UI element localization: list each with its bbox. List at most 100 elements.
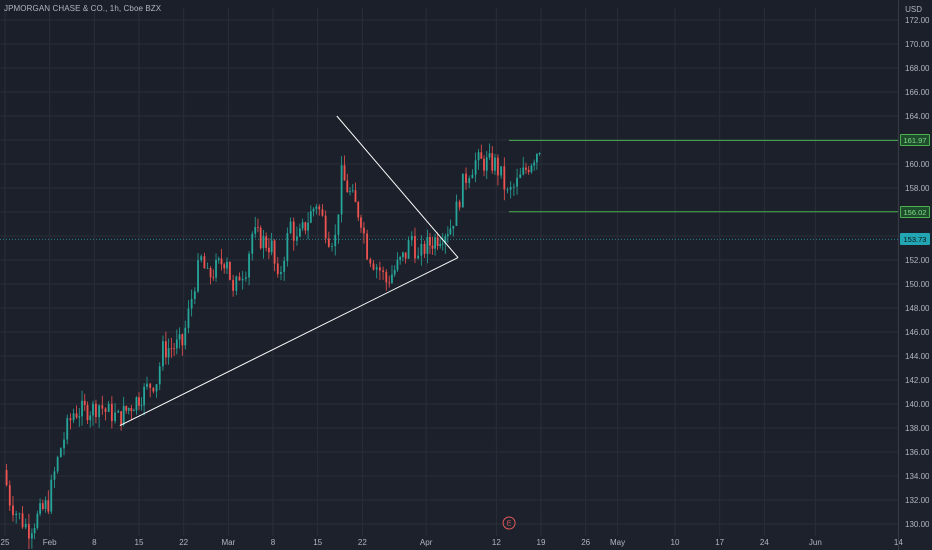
candle-body — [170, 348, 173, 350]
candle-body — [120, 411, 123, 425]
candle-body — [24, 523, 27, 528]
x-tick-label: Jun — [809, 538, 822, 547]
candle-body — [441, 243, 444, 245]
candle-body — [363, 227, 365, 234]
candle-body — [167, 348, 170, 358]
candle-body — [535, 154, 538, 163]
x-tick-label: 24 — [760, 538, 769, 547]
candle-body — [382, 270, 384, 272]
candle-body — [56, 457, 59, 472]
candle-body — [18, 513, 21, 515]
symbol-title: JPMORGAN CHASE & CO., 1h, Cboe BZX — [4, 4, 162, 13]
candle-body — [178, 334, 181, 340]
candle-body — [104, 408, 107, 412]
candle-body — [318, 206, 321, 210]
candle-body — [372, 263, 375, 270]
candle-body — [414, 236, 416, 259]
candle-body — [388, 282, 391, 284]
candle-body — [59, 448, 62, 458]
candle-body — [254, 227, 257, 234]
candle-body — [429, 237, 431, 246]
x-tick-label: Feb — [43, 538, 57, 547]
x-tick-label: Apr — [420, 538, 433, 547]
x-tick-label: May — [610, 538, 625, 547]
earnings-marker — [502, 516, 516, 530]
candle-body — [146, 383, 148, 387]
candle-body — [485, 157, 488, 171]
candle-body — [298, 228, 301, 237]
candle-body — [309, 211, 312, 223]
y-tick-label: 148.00 — [905, 304, 930, 313]
y-tick-label: 150.00 — [905, 280, 930, 289]
candle-body — [251, 233, 254, 254]
candle-body — [238, 276, 241, 281]
candle-body — [337, 214, 340, 235]
candle-body — [101, 405, 104, 409]
triangle-upper-trendline — [336, 115, 459, 258]
y-tick-label: 172.00 — [905, 16, 930, 25]
candle-body — [519, 174, 522, 178]
candle-body — [39, 503, 41, 514]
candle-body — [312, 208, 315, 212]
candle-body — [107, 403, 110, 412]
candle-body — [267, 247, 270, 253]
y-tick-label: 136.00 — [905, 448, 930, 457]
candle-body — [173, 348, 175, 350]
earnings-marker-label: E — [507, 521, 512, 528]
x-tick-label: 25 — [1, 538, 10, 547]
candle-body — [461, 173, 464, 208]
candle-body — [235, 276, 238, 291]
candle-body — [143, 386, 146, 406]
candle-body — [149, 383, 152, 388]
candle-body — [399, 256, 402, 260]
candle-body — [455, 201, 458, 226]
x-tick-label: 22 — [179, 538, 188, 547]
candle-body — [81, 400, 83, 417]
candle-body — [53, 471, 56, 480]
candle-body — [393, 269, 396, 275]
candle-body — [155, 384, 158, 392]
candle-body — [193, 291, 196, 300]
candle-body — [152, 387, 155, 392]
candle-body — [44, 500, 47, 509]
candle-body — [327, 238, 330, 247]
candle-body — [265, 236, 268, 248]
candle-body — [223, 264, 226, 269]
candle-body — [114, 412, 116, 422]
candle-body — [175, 339, 178, 349]
candle-body — [407, 240, 410, 259]
candle-body — [301, 222, 304, 229]
candle-body — [483, 158, 485, 171]
y-tick-label: 170.00 — [905, 40, 930, 49]
candle-body — [452, 225, 455, 229]
candle-body — [426, 237, 429, 254]
candle-body — [75, 413, 78, 418]
candle-body — [248, 253, 250, 278]
candle-body — [533, 162, 536, 166]
candle-body — [5, 470, 8, 486]
candle-body — [351, 190, 354, 192]
candle-body — [200, 256, 203, 261]
currency-label: USD — [905, 5, 922, 14]
x-tick-label: 12 — [492, 538, 501, 547]
candle-body — [480, 152, 483, 159]
candle-body — [357, 202, 360, 218]
y-tick-label: 134.00 — [905, 472, 930, 481]
candle-body — [212, 277, 215, 279]
x-tick-label: 17 — [715, 538, 724, 547]
candle-body — [289, 221, 292, 234]
candle-body — [33, 527, 36, 534]
candle-body — [530, 165, 533, 173]
candle-body — [140, 405, 143, 407]
candle-body — [92, 403, 94, 416]
candle-body — [280, 271, 282, 275]
candle-body — [130, 408, 133, 412]
candle-body — [446, 234, 449, 237]
x-tick-label: 8 — [92, 538, 97, 547]
candle-body — [15, 513, 18, 516]
current-price-label: 153.73 — [900, 233, 930, 246]
candle-body — [296, 236, 298, 241]
candle-body — [349, 191, 351, 193]
